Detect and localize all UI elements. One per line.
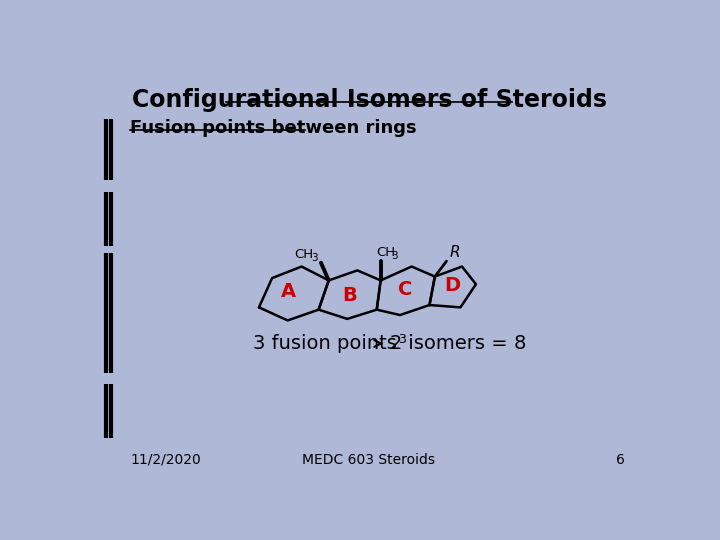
Text: MEDC 603 Steroids: MEDC 603 Steroids [302, 453, 436, 467]
Text: 2: 2 [389, 334, 402, 353]
Text: 3: 3 [397, 333, 405, 346]
Text: A: A [281, 282, 296, 301]
Text: 3: 3 [312, 253, 318, 264]
Text: 3 fusion points: 3 fusion points [253, 334, 403, 353]
Text: CH: CH [376, 246, 395, 259]
Text: D: D [445, 276, 461, 295]
Text: Fusion points between rings: Fusion points between rings [130, 119, 417, 137]
Text: R: R [449, 245, 460, 260]
Text: CH: CH [294, 248, 313, 261]
Text: 6: 6 [616, 453, 625, 467]
Text: Configurational Isomers of Steroids: Configurational Isomers of Steroids [132, 88, 606, 112]
Text: C: C [398, 280, 413, 299]
Text: B: B [342, 286, 357, 305]
Text: 11/2/2020: 11/2/2020 [130, 453, 201, 467]
Text: isomers = 8: isomers = 8 [402, 334, 527, 353]
Text: 3: 3 [392, 251, 398, 261]
